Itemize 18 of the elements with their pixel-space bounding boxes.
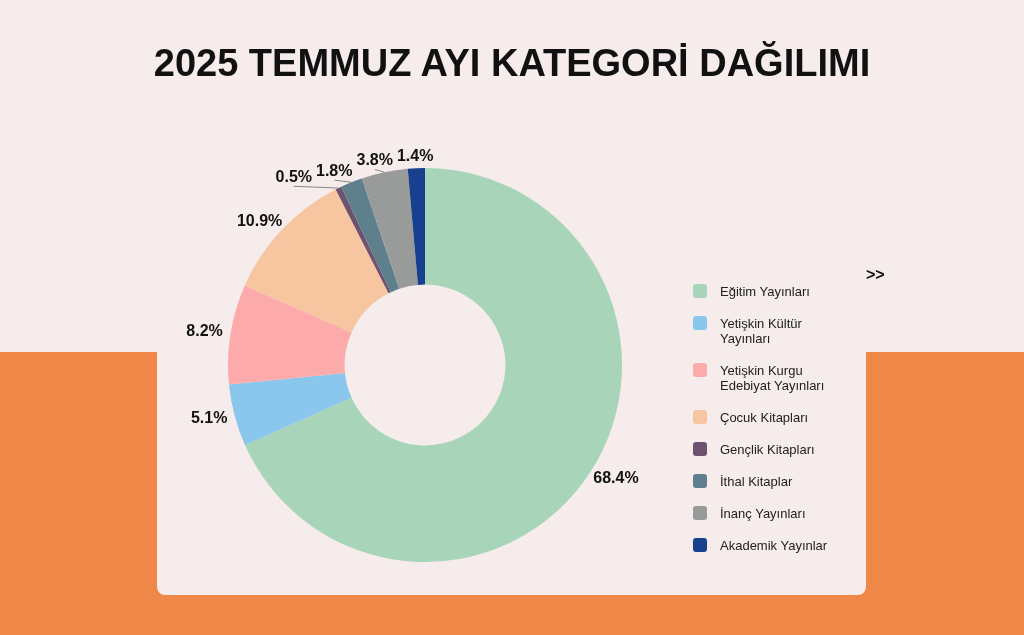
legend-label: Gençlik Kitapları: [720, 442, 815, 457]
data-label: 68.4%: [593, 469, 639, 487]
legend-label: Akademik Yayınlar: [720, 538, 828, 553]
legend-label: Çocuk Kitapları: [720, 410, 809, 425]
legend-label: Yetişkin Kurgu Edebiyat Yayınları: [720, 363, 826, 393]
data-label: 1.4%: [396, 146, 434, 164]
text: >>: [866, 266, 885, 284]
data-label: 8.2%: [186, 322, 223, 340]
legend-label: Yetişkin Kültür Yayınları: [720, 316, 803, 346]
data-label: 1.8%: [316, 161, 353, 179]
data-label: 0.5%: [275, 167, 313, 185]
data-label: 5.1%: [190, 408, 228, 426]
data-label: 10.9%: [236, 211, 283, 229]
chart-title: 2025 TEMMUZ AYI KATEGORİ DAĞILIMI: [152, 42, 872, 85]
legend-label: Eğitim Yayınları: [720, 284, 810, 299]
legend-label: İnanç Yayınları: [720, 506, 806, 521]
legend-label: İthal Kitaplar: [720, 474, 793, 489]
data-label: 3.8%: [356, 150, 393, 168]
